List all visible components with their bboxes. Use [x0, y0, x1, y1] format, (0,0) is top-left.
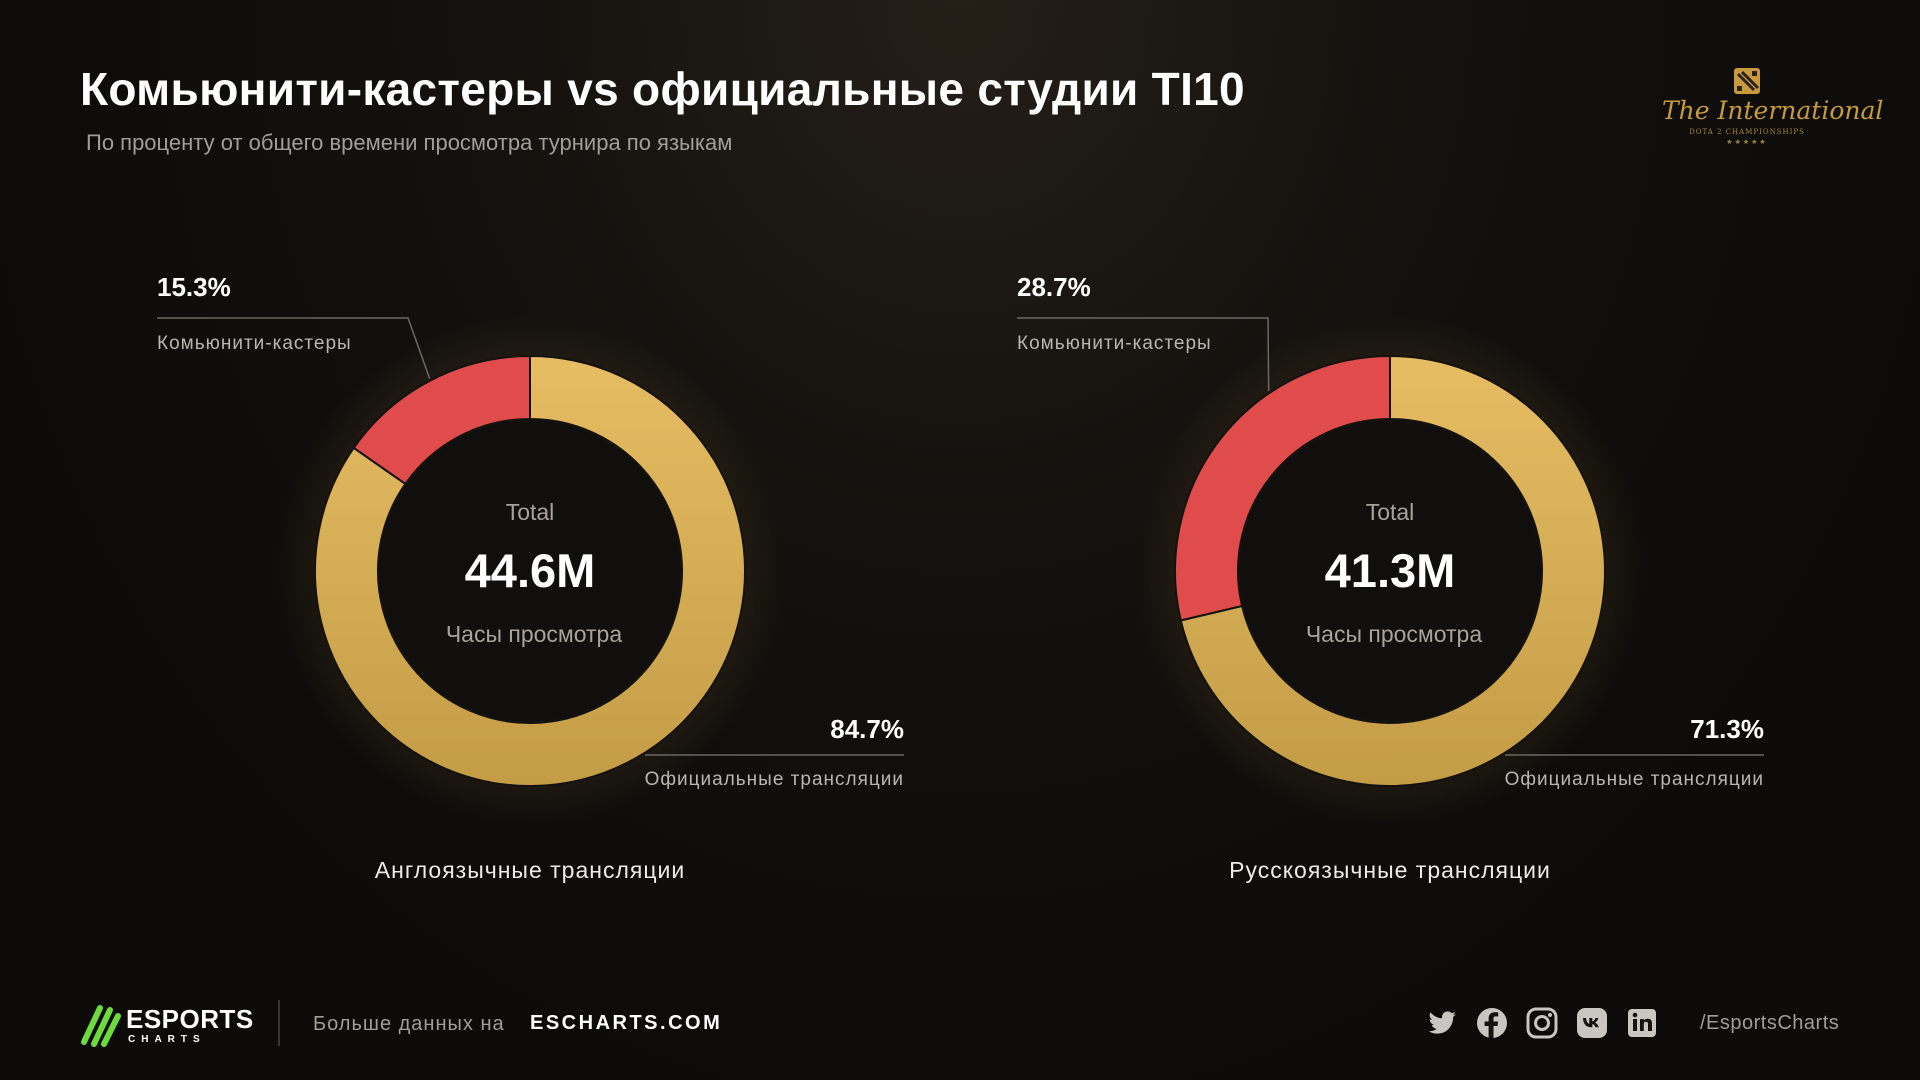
value-label-community: 28.7% [1017, 272, 1091, 302]
chart-caption: Англоязычные трансляции [375, 857, 685, 883]
more-data-label: Больше данных на [313, 1013, 505, 1035]
logo-subtitle: DOTA 2 CHAMPIONSHIPS [1689, 128, 1805, 136]
center-total-value: 41.3M [1325, 544, 1456, 597]
footer-divider [278, 1000, 280, 1046]
slice-official [314, 354, 746, 787]
chart-caption: Русскоязычные трансляции [1229, 857, 1551, 883]
twitter-icon[interactable] [1425, 1006, 1459, 1040]
value-label-official: 71.3% [1690, 714, 1764, 744]
center-label: Total [1366, 499, 1415, 525]
donut-hole [379, 420, 681, 722]
value-label-official: 84.7% [830, 714, 904, 744]
page-subtitle: По проценту от общего времени просмотра … [86, 130, 733, 155]
slice-community [1174, 354, 1391, 622]
slice-label-community: Комьюнити-кастеры [1017, 333, 1212, 354]
site-link[interactable]: ESCHARTS.COM [530, 1012, 723, 1034]
russian-donut-chart: Total 41.3M Часы просмотра 28.7% Комьюнити-к… [1017, 272, 1764, 883]
facebook-icon[interactable] [1475, 1006, 1509, 1040]
donut-hole [1239, 420, 1541, 722]
center-label: Total [506, 499, 555, 525]
logo-stars: ★★★★★ [1726, 139, 1768, 146]
english-donut-chart: Total 44.6M Часы просмотра 15.3% Комьюнити-к… [157, 272, 904, 883]
slice-label-official: Официальные трансляции [645, 769, 904, 790]
dota-emblem-icon [1734, 68, 1760, 94]
center-unit: Часы просмотра [446, 621, 623, 647]
slice-label-community: Комьюнити-кастеры [157, 333, 352, 354]
linkedin-icon[interactable] [1625, 1006, 1659, 1040]
center-unit: Часы просмотра [1306, 621, 1483, 647]
esports-charts-mark-icon [81, 1005, 121, 1047]
leader-line-community [157, 317, 431, 379]
social-handle[interactable]: /EsportsCharts [1700, 1012, 1840, 1034]
donut-charts: Total 44.6M Часы просмотра 15.3% Комьюнити-к… [157, 272, 1764, 883]
value-label-community: 15.3% [157, 272, 231, 302]
brand-name: ESPORTS [126, 1004, 254, 1034]
esports-charts-logo[interactable]: ESPORTS CHARTS [78, 1000, 253, 1050]
vk-icon[interactable] [1575, 1006, 1609, 1040]
slice-official [1179, 354, 1606, 787]
brand-sub: CHARTS [128, 1034, 206, 1045]
slice-label-official: Официальные трансляции [1505, 769, 1764, 790]
page-title: Комьюнити-кастеры vs официальные студии … [80, 63, 1245, 115]
instagram-icon[interactable] [1525, 1006, 1559, 1040]
center-total-value: 44.6M [465, 544, 596, 597]
footer: ESPORTS CHARTS Больше данных на ESCHARTS… [0, 990, 1920, 1060]
leader-line-community [1017, 317, 1270, 392]
